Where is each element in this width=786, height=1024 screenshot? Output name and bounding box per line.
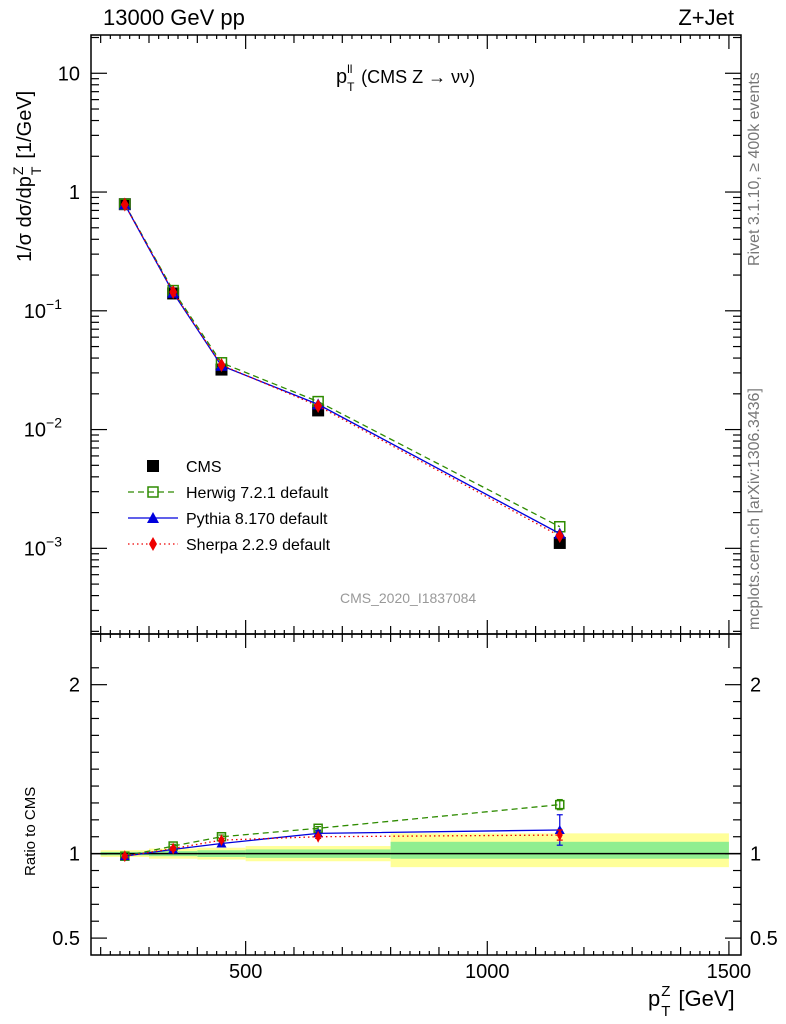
ratio-frame	[90, 633, 742, 956]
y-tick-label-ratio-left-1: 1	[69, 844, 80, 866]
legend-marker-0	[147, 460, 159, 472]
main-line-3	[124, 204, 561, 537]
main-point-3-1	[169, 284, 178, 299]
y-tick-label-main-2: 10−1	[24, 296, 62, 323]
plot-title: p ll T (CMS Z → νν)	[336, 62, 476, 94]
axes-frames	[90, 34, 742, 956]
y-tick-label-main-0: 10	[58, 63, 80, 85]
ratio-point-2-3	[315, 830, 322, 843]
y-tick-label-base: 1	[69, 182, 80, 204]
y-tick-label-exp: −1	[46, 296, 62, 312]
y-tick-label-base: 10	[24, 301, 46, 323]
x-tick-label-0: 500	[229, 961, 262, 983]
y-tick-label-ratio-right-0: 0.5	[750, 928, 778, 950]
x-tick-label-1: 1000	[465, 961, 510, 983]
legend-marker-3	[149, 537, 157, 551]
ylabel-rest: [1/GeV]	[14, 90, 36, 165]
y-tick-label-ratio-left-2: 2	[69, 675, 80, 697]
ylabel-base: 1/σ dσ/dp	[14, 176, 36, 262]
xlabel-sub: T	[661, 1003, 671, 1020]
y-tick-label-main-4: 10−3	[24, 533, 62, 560]
header-right-label: Z+Jet	[678, 5, 734, 30]
legend-marker-1	[147, 486, 159, 498]
ratio-uncertainty-bands	[100, 833, 729, 868]
ratio-line-0	[124, 803, 560, 857]
main-point-3-0	[120, 197, 129, 212]
y-tick-label-exp: −2	[46, 415, 62, 431]
y-tick-label-ratio-right-2: 2	[750, 675, 761, 697]
band-inner-4	[390, 841, 729, 859]
y-tick-label-ratio-left-0: 0.5	[52, 928, 80, 950]
legend-label-0: CMS	[186, 459, 222, 476]
ratio-series-group	[119, 798, 565, 863]
ratio-point-2-4	[556, 829, 563, 842]
header-left-label: 13000 GeV pp	[103, 5, 245, 30]
y-tick-label-base: 10	[24, 538, 46, 560]
ratio-point-2-2	[218, 834, 225, 847]
xlabel-rest: [GeV]	[672, 986, 735, 1011]
y-tick-label-base: 10	[24, 420, 46, 442]
ratio-point-2-0	[121, 850, 128, 863]
y-tick-label-main-1: 1	[69, 182, 80, 204]
y-tick-label-main-3: 10−2	[24, 415, 62, 442]
xlabel-base: p	[648, 986, 661, 1011]
main-point-3-4	[555, 529, 564, 544]
ratio-y-axis-label: Ratio to CMS	[22, 786, 39, 876]
x-tick-label-2: 1500	[707, 961, 752, 983]
title-sup: ll	[347, 62, 353, 76]
title-sub: T	[347, 80, 355, 94]
legend: CMS Herwig 7.2.1 default Pythia 8.170 defa…	[128, 459, 331, 554]
analysis-id: CMS_2020_I1837084	[340, 590, 477, 606]
y-tick-label-exp: −3	[46, 533, 62, 549]
side-text-upper: Rivet 3.1.10, ≥ 400k events	[746, 72, 763, 266]
y-tick-label-base: 10	[58, 63, 80, 85]
y-tick-label-ratio-right-1: 1	[750, 844, 761, 866]
main-point-3-2	[217, 357, 226, 372]
title-rest: (CMS Z → νν)	[356, 67, 476, 87]
main-point-3-3	[314, 398, 323, 413]
main-series-group	[118, 197, 566, 549]
legend-label-2: Pythia 8.170 default	[186, 511, 328, 528]
legend-marker-2	[147, 512, 159, 523]
xlabel-sup: Z	[661, 983, 671, 1000]
side-text-lower: mcplots.cern.ch [arXiv:1306.3436]	[746, 388, 763, 630]
ylabel-sub: T	[28, 166, 44, 176]
ratio-line-2	[124, 834, 560, 857]
ylabel-sup: Z	[10, 166, 26, 176]
legend-label-1: Herwig 7.2.1 default	[186, 485, 329, 502]
main-line-1	[124, 203, 561, 528]
ratio-point-0-4	[555, 799, 565, 810]
title-base: p	[336, 66, 348, 88]
axis-ticks	[91, 35, 741, 955]
main-y-axis-label: 1/σ dσ/dp Z T [1/GeV]	[10, 90, 44, 262]
ratio-point-2-1	[170, 842, 177, 855]
legend-label-3: Sherpa 2.2.9 default	[186, 537, 331, 554]
